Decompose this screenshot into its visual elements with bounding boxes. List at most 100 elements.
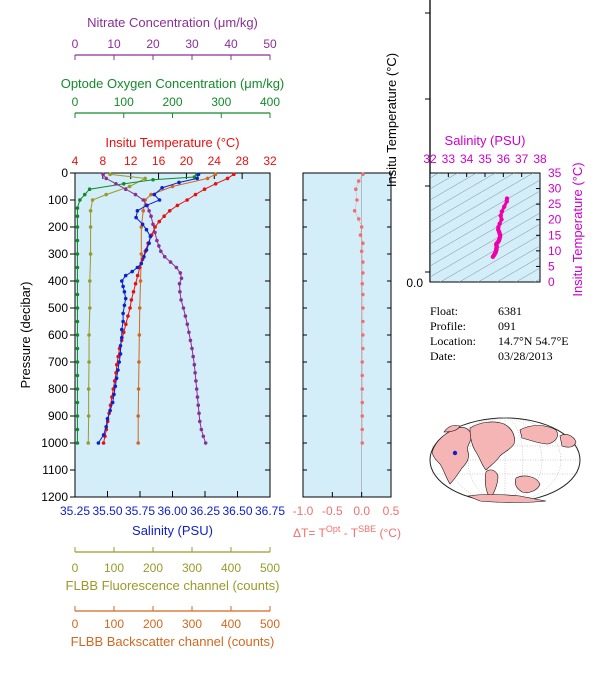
pressure-tick-label: 700 (48, 355, 68, 369)
nitrate-data-point (123, 187, 128, 191)
temperature-data-point (193, 192, 198, 197)
salinity-data-point (117, 360, 121, 364)
oxygen-data-point (75, 238, 80, 243)
ts-y-tick-label: 25 (548, 197, 562, 211)
ts-y-tick-label: 15 (548, 228, 562, 242)
ts-density-contours (430, 173, 540, 282)
temperature-data-point (111, 387, 116, 391)
oxygen-data-point (75, 333, 80, 337)
nitrate-data-point (195, 395, 200, 399)
ts-y-tick-label: 35 (548, 166, 562, 180)
salinity-data-point (104, 425, 108, 429)
salinity-data-point (134, 215, 138, 220)
delta-t-data-point (355, 198, 359, 202)
temperature-data-point (213, 182, 218, 186)
nitrate-series-line (102, 174, 207, 444)
nitrate-data-point (149, 214, 153, 218)
temperature-tick-label: 4 (72, 154, 79, 168)
delta-t-tick-label: -0.5 (322, 504, 343, 518)
backscatter-data-point (139, 225, 144, 229)
oxygen-data-point (75, 373, 80, 378)
salinity-data-point (120, 335, 124, 340)
ts-density-contour (439, 223, 540, 282)
nitrate-data-point (114, 182, 118, 186)
backscatter-axis-title: FLBB Backscatter channel (counts) (71, 634, 275, 649)
salinity-data-point (112, 392, 116, 397)
temperature-data-point (121, 330, 126, 335)
nitrate-data-point (178, 290, 182, 294)
pressure-tick-label: 1000 (41, 436, 68, 450)
temperature-data-point (131, 290, 136, 294)
delta-t-tick-label: 0.0 (353, 504, 370, 518)
salinity-data-point (196, 172, 201, 177)
temperature-data-point (157, 219, 162, 224)
location-label: Location: (430, 334, 476, 348)
salinity-data-point (122, 303, 127, 308)
salinity-tick-label: 36.50 (222, 504, 252, 518)
temperature-data-point (153, 225, 157, 229)
ts-data-point (497, 221, 502, 226)
delta-t-axis-title-part: SBE (358, 524, 376, 534)
salinity-tick-label: 35.50 (92, 504, 122, 518)
ts-data-point (502, 204, 507, 209)
delta-t-axis-title-part: - T (340, 526, 358, 540)
oxygen-data-point (75, 400, 80, 405)
fluorescence-data-point (88, 252, 93, 256)
temperature-data-point (101, 441, 106, 445)
pressure-tick-label: 1100 (42, 463, 68, 477)
temperature-data-point (116, 354, 120, 359)
delta-t-data-point (361, 319, 365, 324)
oxygen-data-point (75, 214, 80, 218)
pressure-tick-label: 400 (48, 274, 68, 288)
temperature-data-point (175, 203, 180, 208)
backscatter-tick-label: 200 (143, 617, 163, 631)
fluorescence-data-point (143, 176, 147, 181)
pressure-tick-label: 100 (48, 193, 68, 207)
fluorescence-data-point (88, 279, 92, 283)
ts-x-tick-label: 35 (478, 152, 492, 166)
backscatter-data-point (137, 306, 142, 310)
ts-y-tick-label: 30 (548, 182, 562, 196)
delta-t-data-point (361, 333, 365, 337)
salinity-data-point (118, 352, 123, 356)
oxygen-tick-label: 0 (72, 95, 79, 109)
fluorescence-tick-label: 100 (104, 561, 124, 575)
fluorescence-tick-label: 300 (182, 561, 202, 575)
delta-t-axis-title: ΔT= TOpt - TSBE (°C) (293, 524, 401, 540)
nitrate-data-point (178, 271, 183, 275)
backscatter-data-point (170, 184, 175, 189)
nitrate-data-point (197, 411, 201, 416)
nitrate-data-point (179, 298, 183, 302)
ts-x-tick-label: 38 (533, 152, 547, 166)
ts-density-contour (430, 173, 496, 212)
float-label: Float: (430, 304, 459, 318)
oxygen-data-point (75, 279, 80, 283)
temperature-data-point (185, 198, 189, 202)
backscatter-data-point (141, 209, 146, 213)
temperature-data-point (126, 314, 130, 318)
salinity-data-point (160, 186, 164, 190)
nitrate-data-point (151, 222, 155, 227)
delta-t-data-point (360, 441, 365, 445)
nitrate-tick-label: 0 (72, 37, 79, 51)
temperature-data-point (231, 172, 236, 177)
location-row: Location: 14.7°N 54.7°E (430, 334, 600, 349)
ts-x-tick-label: 36 (497, 152, 511, 166)
backscatter-tick-label: 400 (221, 617, 241, 631)
main-plot-background (74, 172, 271, 498)
delta-t-data-point (356, 217, 361, 221)
delta-t-tick-label: 0.5 (383, 504, 400, 518)
nitrate-data-point (155, 238, 159, 243)
delta-t-axis-title-part: (°C) (376, 526, 401, 540)
oxygen-tick-label: 400 (260, 95, 280, 109)
temperature-data-point (133, 281, 138, 286)
ts-x-axis-title: Salinity (PSU) (445, 133, 526, 148)
salinity-tick-label: 36.00 (157, 504, 187, 518)
fluorescence-tick-label: 400 (221, 561, 241, 575)
temperature-data-point (114, 362, 119, 367)
nitrate-data-point (194, 387, 199, 391)
delta-t-data-point (356, 179, 361, 183)
nitrate-data-point (101, 172, 105, 177)
salinity-data-point (123, 296, 128, 301)
oxygen-data-point (75, 306, 80, 310)
